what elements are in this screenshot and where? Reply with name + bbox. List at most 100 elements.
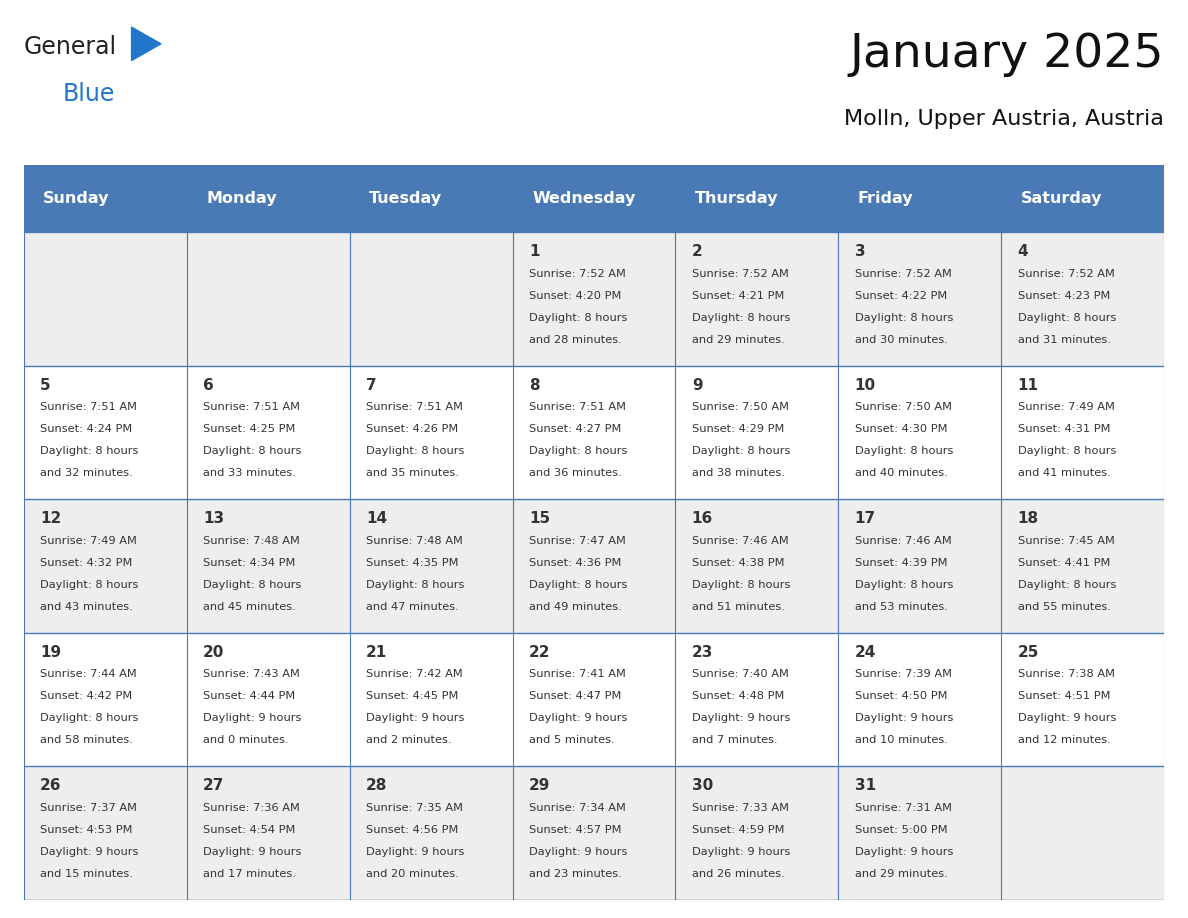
Text: Sunrise: 7:48 AM: Sunrise: 7:48 AM bbox=[366, 536, 463, 546]
Text: and 38 minutes.: and 38 minutes. bbox=[691, 468, 784, 478]
Text: and 53 minutes.: and 53 minutes. bbox=[854, 602, 948, 612]
Text: and 43 minutes.: and 43 minutes. bbox=[40, 602, 133, 612]
Text: Sunrise: 7:52 AM: Sunrise: 7:52 AM bbox=[1018, 269, 1114, 279]
Text: Sunrise: 7:50 AM: Sunrise: 7:50 AM bbox=[854, 402, 952, 412]
Text: Daylight: 9 hours: Daylight: 9 hours bbox=[1018, 713, 1116, 723]
Text: Sunrise: 7:48 AM: Sunrise: 7:48 AM bbox=[203, 536, 299, 546]
Text: and 0 minutes.: and 0 minutes. bbox=[203, 735, 289, 745]
Bar bbox=[24, 165, 1164, 232]
Text: and 26 minutes.: and 26 minutes. bbox=[691, 869, 784, 879]
Text: Sunset: 4:23 PM: Sunset: 4:23 PM bbox=[1018, 291, 1110, 301]
Text: 2: 2 bbox=[691, 244, 702, 259]
Text: Sunset: 4:20 PM: Sunset: 4:20 PM bbox=[529, 291, 621, 301]
Text: Sunset: 4:57 PM: Sunset: 4:57 PM bbox=[529, 825, 621, 834]
Text: Daylight: 8 hours: Daylight: 8 hours bbox=[203, 580, 302, 590]
Text: and 33 minutes.: and 33 minutes. bbox=[203, 468, 296, 478]
Text: Daylight: 8 hours: Daylight: 8 hours bbox=[40, 446, 139, 456]
Text: Daylight: 9 hours: Daylight: 9 hours bbox=[854, 847, 953, 856]
Text: Sunrise: 7:51 AM: Sunrise: 7:51 AM bbox=[366, 402, 463, 412]
Text: Sunrise: 7:46 AM: Sunrise: 7:46 AM bbox=[854, 536, 952, 546]
Text: 26: 26 bbox=[40, 778, 62, 793]
Text: Daylight: 9 hours: Daylight: 9 hours bbox=[691, 847, 790, 856]
Text: Sunset: 5:00 PM: Sunset: 5:00 PM bbox=[854, 825, 947, 834]
Text: Sunrise: 7:39 AM: Sunrise: 7:39 AM bbox=[854, 669, 952, 679]
Text: Sunset: 4:41 PM: Sunset: 4:41 PM bbox=[1018, 558, 1110, 568]
Text: 27: 27 bbox=[203, 778, 225, 793]
Text: Sunrise: 7:36 AM: Sunrise: 7:36 AM bbox=[203, 803, 299, 812]
Text: Sunset: 4:34 PM: Sunset: 4:34 PM bbox=[203, 558, 296, 568]
Text: Sunrise: 7:37 AM: Sunrise: 7:37 AM bbox=[40, 803, 137, 812]
Text: and 28 minutes.: and 28 minutes. bbox=[529, 335, 621, 345]
Text: Daylight: 8 hours: Daylight: 8 hours bbox=[854, 313, 953, 323]
Text: Daylight: 8 hours: Daylight: 8 hours bbox=[40, 713, 139, 723]
Text: 1: 1 bbox=[529, 244, 539, 259]
Text: Sunset: 4:31 PM: Sunset: 4:31 PM bbox=[1018, 424, 1110, 434]
Text: and 10 minutes.: and 10 minutes. bbox=[854, 735, 948, 745]
Text: Sunrise: 7:52 AM: Sunrise: 7:52 AM bbox=[691, 269, 789, 279]
Text: Sunrise: 7:47 AM: Sunrise: 7:47 AM bbox=[529, 536, 626, 546]
Text: Sunset: 4:48 PM: Sunset: 4:48 PM bbox=[691, 691, 784, 701]
Text: Sunrise: 7:45 AM: Sunrise: 7:45 AM bbox=[1018, 536, 1114, 546]
Text: Sunrise: 7:52 AM: Sunrise: 7:52 AM bbox=[854, 269, 952, 279]
Text: Sunrise: 7:33 AM: Sunrise: 7:33 AM bbox=[691, 803, 789, 812]
Text: Daylight: 9 hours: Daylight: 9 hours bbox=[529, 713, 627, 723]
Text: Sunset: 4:22 PM: Sunset: 4:22 PM bbox=[854, 291, 947, 301]
Text: and 31 minutes.: and 31 minutes. bbox=[1018, 335, 1111, 345]
Text: and 47 minutes.: and 47 minutes. bbox=[366, 602, 459, 612]
Text: Sunrise: 7:50 AM: Sunrise: 7:50 AM bbox=[691, 402, 789, 412]
Text: Sunset: 4:54 PM: Sunset: 4:54 PM bbox=[203, 825, 296, 834]
Text: and 55 minutes.: and 55 minutes. bbox=[1018, 602, 1111, 612]
Text: and 51 minutes.: and 51 minutes. bbox=[691, 602, 784, 612]
Text: Daylight: 8 hours: Daylight: 8 hours bbox=[40, 580, 139, 590]
Text: Sunset: 4:24 PM: Sunset: 4:24 PM bbox=[40, 424, 132, 434]
Text: Sunrise: 7:51 AM: Sunrise: 7:51 AM bbox=[529, 402, 626, 412]
Text: 5: 5 bbox=[40, 377, 51, 393]
Text: 12: 12 bbox=[40, 511, 62, 526]
Text: Sunday: Sunday bbox=[43, 191, 109, 207]
Text: January 2025: January 2025 bbox=[849, 32, 1164, 77]
Text: Sunrise: 7:34 AM: Sunrise: 7:34 AM bbox=[529, 803, 626, 812]
Text: Sunrise: 7:35 AM: Sunrise: 7:35 AM bbox=[366, 803, 463, 812]
Text: Wednesday: Wednesday bbox=[532, 191, 636, 207]
Text: Daylight: 8 hours: Daylight: 8 hours bbox=[854, 446, 953, 456]
Text: Daylight: 8 hours: Daylight: 8 hours bbox=[691, 313, 790, 323]
Text: Daylight: 8 hours: Daylight: 8 hours bbox=[1018, 446, 1116, 456]
Text: Sunset: 4:27 PM: Sunset: 4:27 PM bbox=[529, 424, 621, 434]
Text: Tuesday: Tuesday bbox=[369, 191, 442, 207]
Text: 31: 31 bbox=[854, 778, 876, 793]
Text: Daylight: 8 hours: Daylight: 8 hours bbox=[691, 446, 790, 456]
Text: Sunrise: 7:44 AM: Sunrise: 7:44 AM bbox=[40, 669, 137, 679]
Text: Sunset: 4:30 PM: Sunset: 4:30 PM bbox=[854, 424, 947, 434]
Text: and 58 minutes.: and 58 minutes. bbox=[40, 735, 133, 745]
Text: and 45 minutes.: and 45 minutes. bbox=[203, 602, 296, 612]
Text: Molln, Upper Austria, Austria: Molln, Upper Austria, Austria bbox=[845, 108, 1164, 129]
Text: Sunset: 4:21 PM: Sunset: 4:21 PM bbox=[691, 291, 784, 301]
Text: Sunrise: 7:42 AM: Sunrise: 7:42 AM bbox=[366, 669, 462, 679]
Bar bbox=[24, 365, 1164, 499]
Text: and 36 minutes.: and 36 minutes. bbox=[529, 468, 621, 478]
Text: and 40 minutes.: and 40 minutes. bbox=[854, 468, 948, 478]
Text: and 29 minutes.: and 29 minutes. bbox=[691, 335, 784, 345]
Text: Saturday: Saturday bbox=[1020, 191, 1102, 207]
Text: Daylight: 9 hours: Daylight: 9 hours bbox=[40, 847, 139, 856]
Text: 16: 16 bbox=[691, 511, 713, 526]
Text: 28: 28 bbox=[366, 778, 387, 793]
Text: Sunset: 4:29 PM: Sunset: 4:29 PM bbox=[691, 424, 784, 434]
Text: 11: 11 bbox=[1018, 377, 1038, 393]
Text: Sunset: 4:50 PM: Sunset: 4:50 PM bbox=[854, 691, 947, 701]
Text: Daylight: 8 hours: Daylight: 8 hours bbox=[529, 446, 627, 456]
Text: 23: 23 bbox=[691, 644, 713, 660]
Text: Thursday: Thursday bbox=[695, 191, 778, 207]
Polygon shape bbox=[132, 28, 160, 61]
Text: 22: 22 bbox=[529, 644, 550, 660]
Text: Sunset: 4:45 PM: Sunset: 4:45 PM bbox=[366, 691, 459, 701]
Text: Daylight: 9 hours: Daylight: 9 hours bbox=[203, 847, 302, 856]
Text: Sunrise: 7:51 AM: Sunrise: 7:51 AM bbox=[203, 402, 301, 412]
Text: 14: 14 bbox=[366, 511, 387, 526]
Text: 4: 4 bbox=[1018, 244, 1029, 259]
Text: Sunset: 4:56 PM: Sunset: 4:56 PM bbox=[366, 825, 459, 834]
Text: 30: 30 bbox=[691, 778, 713, 793]
Text: Sunrise: 7:51 AM: Sunrise: 7:51 AM bbox=[40, 402, 137, 412]
Text: Daylight: 8 hours: Daylight: 8 hours bbox=[529, 580, 627, 590]
Text: Daylight: 9 hours: Daylight: 9 hours bbox=[854, 713, 953, 723]
